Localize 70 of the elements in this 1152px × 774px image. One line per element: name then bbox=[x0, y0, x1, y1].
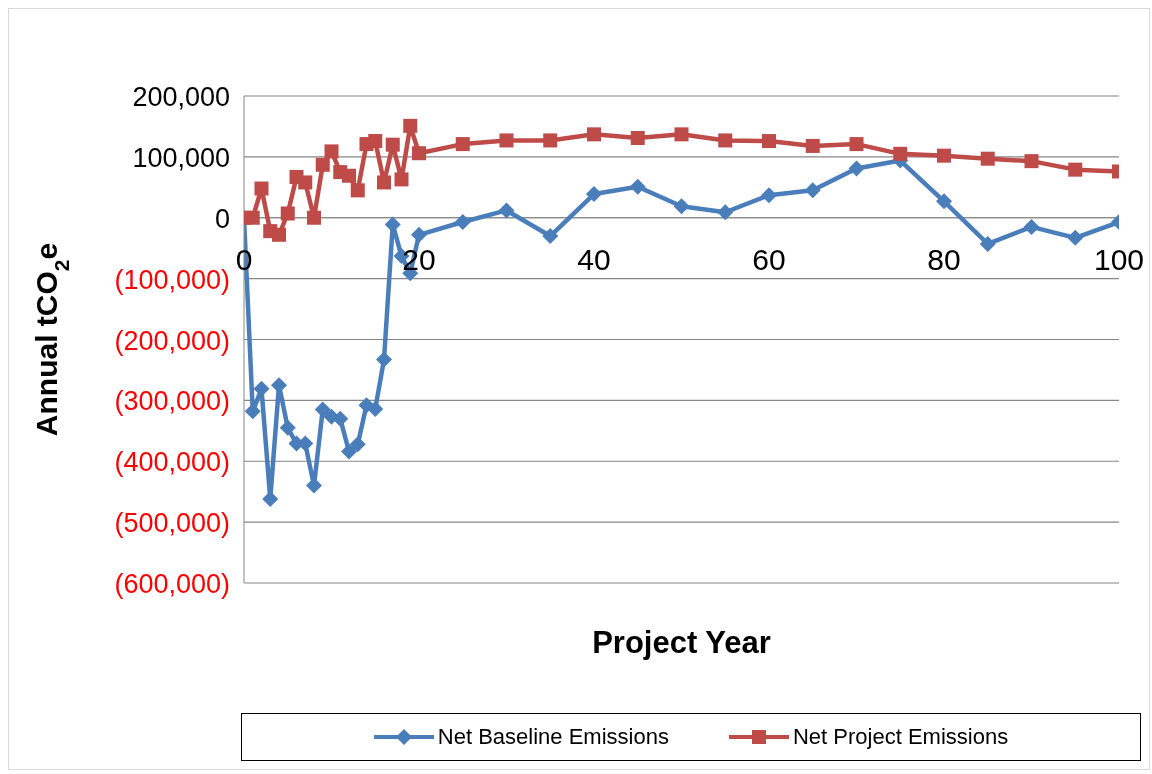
point bbox=[761, 187, 777, 204]
point bbox=[673, 198, 690, 215]
point bbox=[376, 351, 392, 368]
point bbox=[979, 235, 996, 252]
point bbox=[350, 183, 365, 198]
point bbox=[367, 400, 384, 417]
y-tick-label: 100,000 bbox=[132, 142, 230, 173]
point bbox=[280, 206, 295, 221]
point bbox=[272, 227, 286, 242]
point bbox=[349, 436, 366, 453]
point bbox=[1067, 229, 1084, 246]
point bbox=[542, 228, 559, 245]
point bbox=[377, 175, 391, 190]
point bbox=[307, 210, 321, 225]
point bbox=[315, 157, 330, 172]
y-tick-label: (100,000) bbox=[114, 264, 230, 295]
legend-label: Net Project Emissions bbox=[792, 724, 1009, 750]
point bbox=[342, 168, 356, 183]
point bbox=[412, 146, 426, 161]
y-tick-label: (400,000) bbox=[114, 447, 230, 478]
point bbox=[936, 193, 952, 210]
y-tick-label: (200,000) bbox=[114, 325, 230, 356]
point bbox=[718, 133, 733, 148]
point bbox=[543, 133, 558, 148]
point bbox=[937, 148, 951, 163]
point bbox=[368, 134, 383, 149]
x-tick-label: 80 bbox=[927, 242, 961, 276]
point bbox=[805, 138, 820, 153]
x-tick-label: 100 bbox=[1093, 242, 1145, 276]
y-tick-label: 200,000 bbox=[132, 82, 230, 112]
point bbox=[762, 134, 776, 149]
point bbox=[394, 172, 409, 187]
x-tick-label: 60 bbox=[752, 242, 786, 276]
legend-label: Net Baseline Emissions bbox=[437, 724, 669, 750]
y-tick-label: (600,000) bbox=[114, 569, 230, 599]
point bbox=[385, 137, 400, 152]
point bbox=[454, 214, 471, 231]
y-tick-label: (500,000) bbox=[114, 508, 230, 539]
point bbox=[314, 401, 331, 418]
point bbox=[717, 204, 734, 221]
point bbox=[629, 178, 646, 195]
point bbox=[455, 137, 470, 152]
point bbox=[279, 419, 296, 436]
point bbox=[1023, 218, 1040, 235]
point bbox=[587, 127, 601, 142]
point bbox=[498, 202, 515, 219]
point bbox=[324, 144, 339, 159]
point bbox=[245, 210, 260, 225]
y-tick-label: 0 bbox=[214, 203, 230, 234]
point bbox=[1024, 154, 1039, 169]
point bbox=[341, 443, 357, 460]
point bbox=[849, 137, 864, 152]
point bbox=[254, 181, 269, 196]
point bbox=[411, 226, 427, 243]
point bbox=[674, 127, 689, 142]
point bbox=[630, 131, 645, 145]
point bbox=[804, 182, 821, 199]
point bbox=[244, 403, 261, 420]
x-axis-title: Project Year bbox=[592, 625, 771, 660]
point bbox=[893, 146, 908, 161]
point bbox=[980, 151, 995, 166]
point bbox=[586, 186, 602, 203]
point bbox=[848, 160, 865, 177]
point bbox=[403, 118, 418, 133]
point bbox=[298, 175, 313, 190]
point bbox=[332, 410, 349, 427]
x-tick-label: 40 bbox=[577, 242, 611, 276]
point bbox=[1068, 162, 1083, 177]
y-tick-label: (300,000) bbox=[114, 386, 230, 417]
point bbox=[499, 133, 514, 148]
